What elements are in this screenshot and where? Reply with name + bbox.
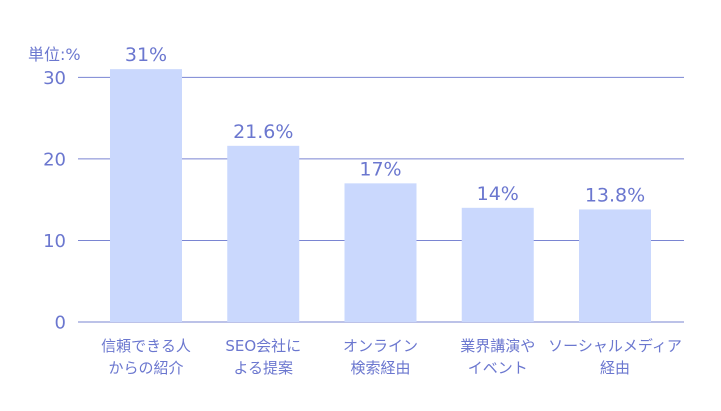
y-tick-label: 20 — [43, 149, 66, 170]
bar-value-label: 13.8% — [585, 184, 645, 206]
category-label: 経由 — [600, 359, 630, 377]
unit-label: 単位:% — [28, 45, 81, 64]
y-tick-label: 10 — [43, 231, 66, 252]
bar — [110, 69, 182, 322]
bar — [344, 183, 417, 322]
category-label: 業界講演や — [460, 337, 535, 355]
category-label: からの紹介 — [108, 359, 183, 377]
category-label: SEO会社に — [225, 337, 301, 355]
bar-value-label: 31% — [125, 44, 167, 66]
bar — [579, 209, 651, 322]
category-label: オンライン — [343, 337, 418, 355]
category-label: イベント — [468, 359, 528, 377]
category-label: よる提案 — [233, 359, 293, 377]
bar — [227, 145, 300, 322]
category-label: 信頼できる人 — [101, 337, 191, 355]
y-tick-label: 0 — [55, 313, 66, 334]
y-axis-ticks: 0 10 20 30 — [43, 68, 66, 334]
bar-value-label: 14% — [477, 183, 519, 205]
bar-value-label: 17% — [359, 158, 401, 180]
y-tick-label: 30 — [43, 68, 66, 89]
bars — [110, 69, 651, 322]
bar-value-label: 21.6% — [233, 121, 293, 143]
category-label: 検索経由 — [350, 359, 410, 377]
bar — [461, 207, 534, 322]
category-label: ソーシャルメディア — [548, 337, 682, 355]
bar-value-labels: 31% 21.6% 17% 14% 13.8% — [125, 44, 645, 206]
